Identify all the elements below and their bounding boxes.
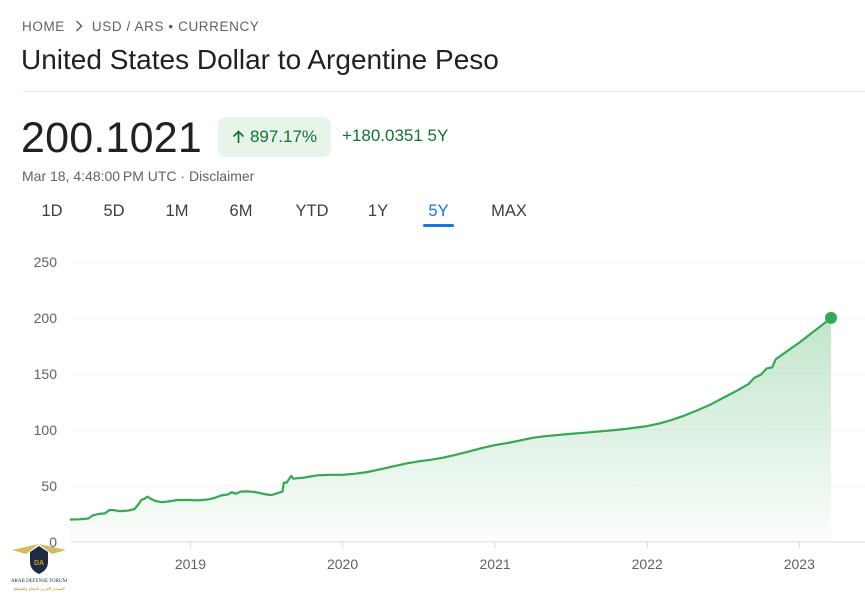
arrow-up-icon xyxy=(232,130,245,143)
x-tick-label: 2022 xyxy=(632,556,663,572)
tab-6m[interactable]: 6M xyxy=(229,202,253,220)
chart-area-fill xyxy=(70,317,831,542)
x-tick-label: 2020 xyxy=(327,556,358,572)
y-tick-label: 0 xyxy=(49,534,57,550)
tab-ytd[interactable]: YTD xyxy=(295,202,329,220)
timestamp-text: Mar 18, 4:48:00 PM UTC · xyxy=(22,168,189,184)
y-tick-label: 250 xyxy=(34,254,58,270)
forum-watermark-logo: DA ARAB DEFENSE FORUM المنتدى العربي للد… xyxy=(11,544,68,591)
x-tick-label: 2023 xyxy=(784,556,815,572)
tab-5y[interactable]: 5Y xyxy=(428,202,449,220)
absolute-change: +180.0351 5Y xyxy=(342,126,449,145)
tab-5d[interactable]: 5D xyxy=(103,202,125,220)
current-price: 200.1021 xyxy=(21,114,202,162)
breadcrumb-current: USD / ARS • CURRENCY xyxy=(91,18,260,34)
timestamp: Mar 18, 4:48:00 PM UTC · Disclaimer xyxy=(22,168,254,184)
tab-1m[interactable]: 1M xyxy=(165,202,189,220)
breadcrumb-home-link[interactable]: HOME xyxy=(22,18,65,34)
chart-current-point[interactable] xyxy=(825,311,837,324)
y-tick-label: 50 xyxy=(41,478,57,494)
price-chart[interactable]: 0 50 100 150 200 250 2019 2020 2021 2022 2023 xyxy=(0,245,865,590)
svg-text:DA: DA xyxy=(34,560,44,567)
range-tabs: 1D 5D 1M 6M YTD 1Y 5Y MAX xyxy=(0,196,600,230)
x-tick-label: 2019 xyxy=(175,556,206,572)
tab-1d[interactable]: 1D xyxy=(41,202,63,220)
x-tick-label: 2021 xyxy=(480,556,511,572)
breadcrumb: HOME USD / ARS • CURRENCY xyxy=(22,18,259,34)
svg-text:ARAB DEFENSE FORUM: ARAB DEFENSE FORUM xyxy=(11,579,68,584)
tab-1y[interactable]: 1Y xyxy=(367,202,389,220)
y-tick-label: 100 xyxy=(34,422,58,438)
y-tick-label: 200 xyxy=(34,310,58,326)
y-tick-label: 150 xyxy=(34,366,58,382)
disclaimer-link[interactable]: Disclaimer xyxy=(188,168,255,184)
svg-text:المنتدى العربي للدفاع والتسليح: المنتدى العربي للدفاع والتسليح xyxy=(13,586,64,591)
chart-series-line xyxy=(69,317,832,521)
percent-change-value: 897.17% xyxy=(249,127,318,146)
tab-max[interactable]: MAX xyxy=(491,202,527,220)
divider xyxy=(22,91,865,92)
active-tab-indicator xyxy=(423,224,454,227)
page-title: United States Dollar to Argentine Peso xyxy=(21,44,499,75)
chevron-right-icon xyxy=(75,20,83,32)
percent-change-badge: 897.17% xyxy=(218,117,331,157)
